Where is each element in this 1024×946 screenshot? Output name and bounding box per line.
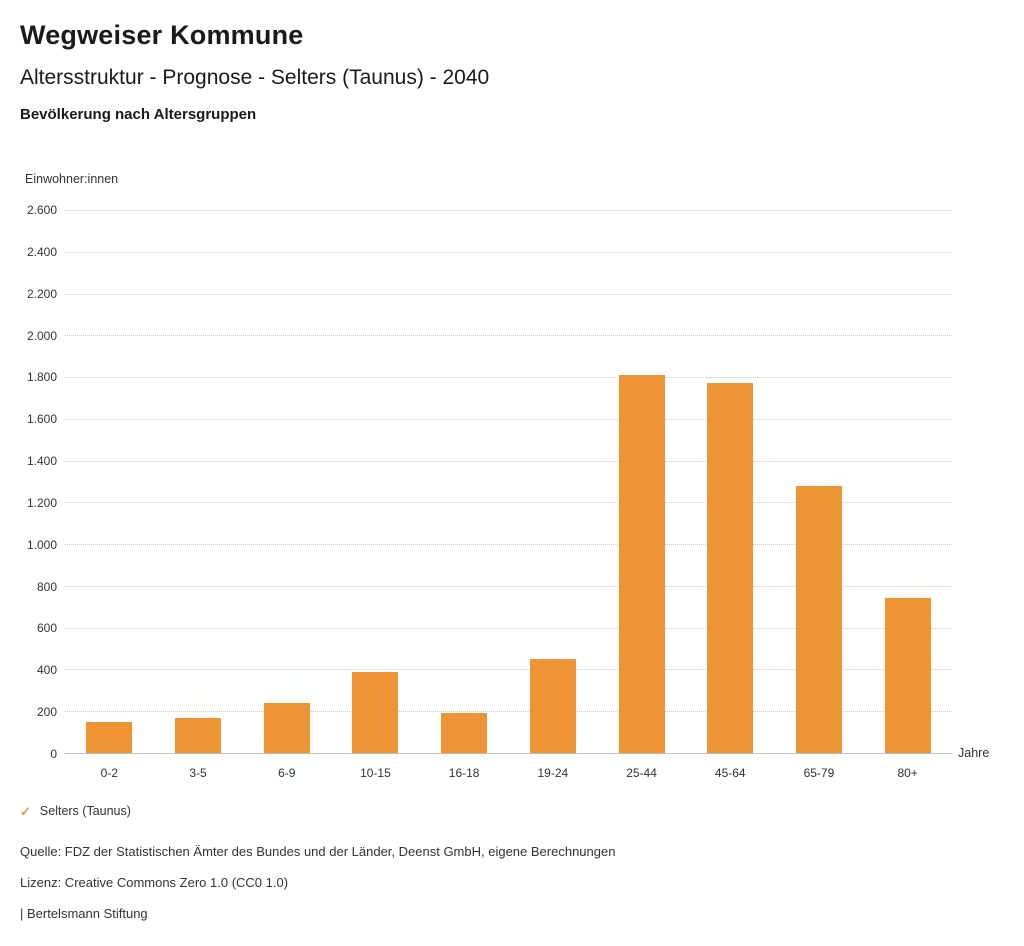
bar-25-44[interactable] <box>618 375 665 753</box>
legend-item-selters[interactable]: ✓ Selters (Taunus) <box>20 804 131 818</box>
bar-6-9[interactable] <box>263 702 310 753</box>
y-tick-label: 2.400 <box>26 244 57 259</box>
bar-45-64[interactable] <box>707 383 754 753</box>
gridline <box>65 460 952 462</box>
y-tick-label: 400 <box>36 663 57 678</box>
legend-label: Selters (Taunus) <box>39 804 131 818</box>
legend-check-icon: ✓ <box>20 803 31 819</box>
x-tick-label: 45-64 <box>714 766 746 780</box>
x-tick-label: 25-44 <box>626 766 657 780</box>
gridline <box>65 418 952 420</box>
x-axis-tick-labels: 0-2 3-5 6-9 10-15 16-18 19-24 25-44 45-64 65-79 8… <box>65 766 952 782</box>
chart-section-title: Bevölkerung nach Altersgruppen <box>20 106 257 123</box>
x-tick-label: 3-5 <box>189 766 207 780</box>
license-text: Lizenz: Creative Commons Zero 1.0 (CC0 1… <box>20 875 289 890</box>
gridline <box>65 544 952 546</box>
gridline <box>65 627 952 629</box>
plot-area <box>65 210 952 754</box>
bar-0-2[interactable] <box>86 721 133 753</box>
y-tick-label: 0 <box>50 747 57 761</box>
x-axis-title: Jahre <box>958 746 990 760</box>
x-tick-label: 19-24 <box>537 766 569 780</box>
gridline <box>65 502 952 504</box>
bar-19-24[interactable] <box>529 659 576 753</box>
x-tick-label: 80+ <box>897 766 918 780</box>
bar-10-15[interactable] <box>352 671 399 753</box>
source-text: Quelle: FDZ der Statistischen Ämter des … <box>20 844 616 859</box>
gridline <box>65 251 952 253</box>
y-tick-label: 1.600 <box>26 412 57 427</box>
bar-65-79[interactable] <box>795 485 842 753</box>
x-tick-label: 16-18 <box>448 766 480 780</box>
bar-16-18[interactable] <box>441 713 488 753</box>
x-tick-label: 10-15 <box>360 766 391 780</box>
y-tick-label: 2.200 <box>26 286 57 301</box>
attribution-text: | Bertelsmann Stiftung <box>20 906 148 921</box>
y-tick-label: 800 <box>36 579 57 594</box>
gridline <box>65 585 952 587</box>
page-title: Wegweiser Kommune <box>20 20 304 50</box>
y-tick-label: 1.400 <box>26 454 57 469</box>
y-tick-label: 2.600 <box>26 203 57 217</box>
gridline <box>65 293 952 295</box>
y-tick-label: 1.000 <box>26 537 57 552</box>
bar-3-5[interactable] <box>175 717 222 753</box>
gridline <box>65 335 952 337</box>
x-tick-label: 65-79 <box>803 766 835 780</box>
y-tick-label: 1.800 <box>26 370 57 385</box>
y-tick-label: 2.000 <box>26 328 57 343</box>
y-tick-label: 200 <box>36 705 57 720</box>
y-tick-label: 1.200 <box>26 495 57 510</box>
chart-subtitle: Altersstruktur - Prognose - Selters (Tau… <box>20 66 490 89</box>
y-tick-label: 600 <box>36 621 57 636</box>
y-axis-tick-labels: 0 200 400 600 800 1.000 1.200 1.400 1.600 1.800 2.… <box>0 203 57 761</box>
gridline <box>65 669 952 671</box>
gridline <box>65 210 952 211</box>
x-tick-label: 0-2 <box>100 766 119 780</box>
gridline <box>65 377 952 379</box>
x-tick-label: 6-9 <box>278 766 296 780</box>
bar-80+[interactable] <box>884 598 931 753</box>
gridline <box>65 711 952 713</box>
y-axis-title: Einwohner:innen <box>25 172 119 186</box>
